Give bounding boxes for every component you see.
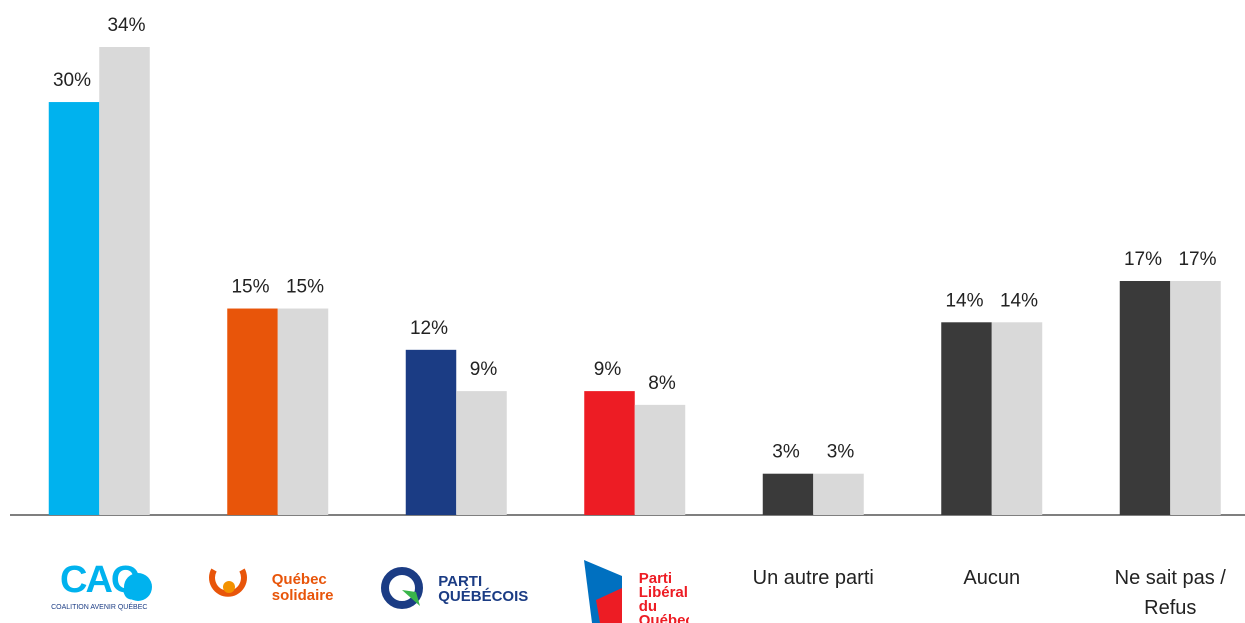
data-label: 15%: [231, 277, 269, 298]
caq-logo-shape: [124, 573, 152, 601]
data-label: 8%: [648, 373, 676, 394]
qs-logo-shape: [223, 581, 235, 593]
bar: [813, 473, 864, 515]
data-label: 14%: [945, 290, 983, 311]
bar: [991, 322, 1043, 515]
qs-logo: Québec solidaire: [271, 571, 334, 604]
pq-logo-shape: [381, 567, 423, 609]
bar: [99, 47, 150, 515]
bar: [634, 404, 686, 515]
caq-tagline: COALITION AVENIR QUÉBEC: [51, 604, 148, 611]
pq-logo-shape: [402, 590, 420, 606]
data-label: 14%: [1000, 290, 1038, 311]
pq-logo: PARTI QUÉBÉCOIS: [438, 573, 529, 605]
bar: [941, 322, 992, 515]
x-tick-label: Aucun: [963, 567, 1021, 589]
bar: [277, 308, 329, 515]
plq-logo-shape: [596, 588, 622, 623]
data-label: 3%: [827, 442, 855, 463]
data-label: 34%: [107, 15, 145, 36]
data-label: 9%: [594, 359, 622, 380]
x-tick-label: Un autre parti: [752, 567, 874, 589]
bar: [48, 102, 100, 515]
bar: [1170, 281, 1221, 515]
data-label: 30%: [53, 70, 91, 91]
plq-logo: Parti Libéral du Québec: [638, 572, 689, 623]
bar: [762, 473, 814, 515]
data-label: 3%: [772, 442, 800, 463]
caq-logo: CAQ: [60, 559, 140, 601]
bar: [456, 391, 507, 515]
bar: [405, 349, 457, 515]
qs-logo-shape: [209, 568, 247, 597]
x-tick-label: Ne sait pas / Refus: [1114, 567, 1226, 619]
bar: [584, 391, 635, 515]
data-label: 9%: [470, 359, 498, 380]
bar: [1119, 281, 1171, 515]
data-label: 17%: [1178, 249, 1216, 270]
bar: [227, 308, 278, 515]
data-label: 17%: [1124, 249, 1162, 270]
data-label: 12%: [410, 318, 448, 339]
data-label: 15%: [286, 277, 324, 298]
